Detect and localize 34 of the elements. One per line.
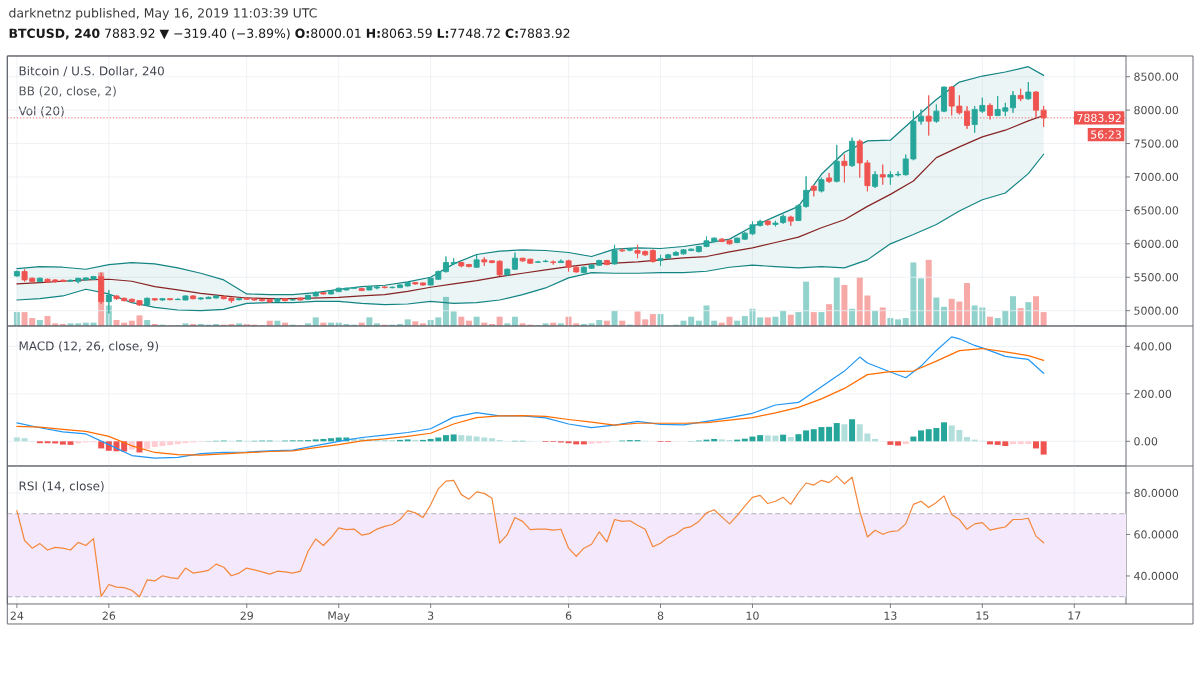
y-tick-label: 40.0000 — [1134, 571, 1179, 581]
annotation: 56:23 — [1091, 130, 1121, 139]
y-tick-label: 80.0000 — [1134, 488, 1179, 498]
x-tick-label: 24 — [10, 611, 24, 620]
y-tick-label: 400.00 — [1134, 342, 1172, 351]
x-tick-label: 8 — [657, 611, 664, 620]
y-tick-label: 5500.00 — [1134, 273, 1179, 282]
y-tick-label: 0.00 — [1134, 437, 1158, 446]
text: BTCUSD, 240 7883.92 ▼ −319.40 (−3.89%) O:8000.01 H:8063.59 L:7748.72 C:7883.92 — [9, 28, 570, 40]
y-tick-label: 5000.00 — [1134, 306, 1179, 315]
y-tick-label: 7000.00 — [1134, 172, 1179, 182]
text: BB (20, close, 2) — [19, 86, 116, 97]
y-tick-label: 7500.00 — [1134, 139, 1179, 148]
x-tick-label: 17 — [1068, 611, 1081, 620]
chart-title: Vol (20) — [18, 106, 64, 117]
ref-line-label: 7883.92 — [1077, 113, 1121, 123]
y-tick-label: 60.0000 — [1134, 530, 1179, 539]
y-tick-label: 8500.00 — [1134, 72, 1179, 81]
y-tick-label: 200.00 — [1134, 389, 1172, 398]
x-tick-label: 15 — [976, 611, 989, 620]
x-tick-label: 10 — [746, 611, 759, 620]
y-tick-label: 6000.00 — [1134, 239, 1179, 248]
x-tick-label: 3 — [428, 611, 434, 620]
text: RSI (14, close) — [19, 481, 104, 492]
y-tick-label: 8000.00 — [1134, 105, 1179, 115]
text: darknetnz published, May 16, 2019 11:03:39 UTC — [9, 7, 317, 21]
x-tick-label: 26 — [102, 611, 116, 620]
text: MACD (12, 26, close, 9) — [19, 341, 159, 352]
x-tick-label: 6 — [565, 611, 572, 620]
y-tick-label: 6500.00 — [1134, 206, 1179, 215]
x-tick-label: 29 — [240, 611, 253, 620]
x-tick-label: May — [328, 611, 350, 622]
text: Bitcoin / U.S. Dollar, 240 — [19, 66, 164, 77]
x-tick-label: 13 — [884, 611, 897, 620]
